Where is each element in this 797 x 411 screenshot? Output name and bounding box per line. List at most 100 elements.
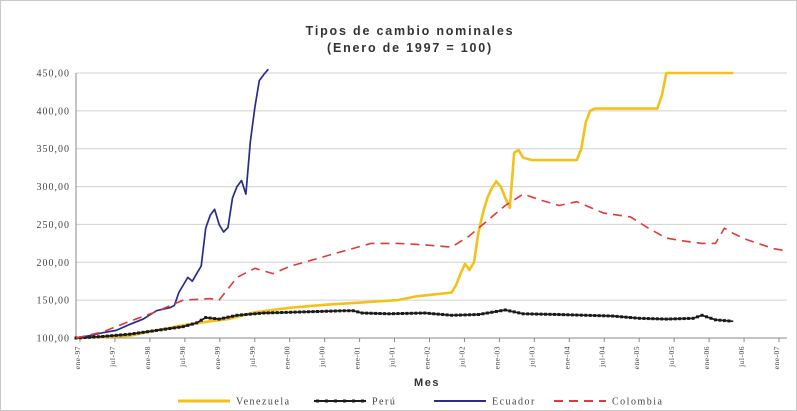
series-point-peru [105, 334, 109, 338]
series-point-peru [217, 317, 221, 321]
series-point-peru [575, 313, 579, 317]
x-tick-label: jul-03 [527, 346, 536, 368]
series-point-peru [620, 315, 624, 319]
series-point-peru [423, 311, 427, 315]
series-point-peru [427, 311, 431, 315]
series-point-peru [172, 326, 176, 330]
x-tick-label: jul-99 [248, 346, 257, 368]
series-point-peru [535, 312, 539, 316]
series-point-peru [307, 310, 311, 314]
series-point-peru [324, 309, 328, 313]
x-tick-label: jul-00 [318, 346, 327, 368]
series-point-peru [521, 312, 525, 316]
x-tick-label: jul-06 [737, 346, 746, 368]
series-point-peru [257, 311, 261, 315]
series-point-peru [333, 309, 337, 313]
series-point-peru [436, 312, 440, 316]
series-point-peru [418, 311, 422, 315]
legend-label: Perú [372, 397, 396, 408]
series-point-peru [459, 313, 463, 317]
series-point-peru [705, 315, 709, 319]
series-point-peru [387, 312, 391, 316]
y-tick-label: 250,00 [37, 220, 71, 231]
series-point-peru [302, 310, 306, 314]
series-point-peru [405, 311, 409, 315]
series-point-peru [508, 309, 512, 313]
series-point-peru [526, 312, 530, 316]
legend-label: Ecuador [492, 397, 536, 408]
series-point-peru [570, 313, 574, 317]
series-point-peru [369, 311, 373, 315]
series-point-peru [365, 311, 369, 315]
series-point-peru [494, 310, 498, 313]
series-point-peru [338, 309, 342, 313]
x-tick-label: ene-99 [213, 346, 222, 369]
series-point-peru [253, 312, 257, 316]
series-point-peru [146, 330, 150, 334]
series-point-peru [512, 310, 516, 314]
x-tick-label: ene-02 [423, 346, 432, 369]
series-point-peru [530, 312, 534, 316]
y-tick-label: 200,00 [37, 258, 71, 269]
chart-title: Tipos de cambio nominales [306, 24, 515, 38]
series-point-peru [315, 310, 319, 313]
series-point-peru [226, 315, 230, 319]
legend: Venezuela Perú Ecuador Colombia [178, 397, 663, 408]
series-point-peru [92, 335, 96, 339]
x-tick-label: jul-02 [457, 346, 466, 368]
x-tick-label: ene-07 [772, 346, 781, 369]
legend-marker [361, 399, 364, 403]
series-point-peru [687, 316, 691, 320]
series-point-peru [611, 314, 615, 318]
series-point-peru [606, 314, 610, 318]
series-point-peru [244, 313, 248, 317]
series-point-peru [87, 335, 91, 339]
series-line-ecuador [75, 68, 269, 339]
series-point-peru [342, 309, 346, 313]
series-point-peru [409, 311, 413, 315]
series-point-peru [400, 311, 404, 315]
series-point-peru [378, 312, 382, 316]
series-point-peru [552, 312, 556, 316]
series-point-peru [642, 316, 646, 320]
series-point-peru [101, 334, 105, 338]
series-point-peru [584, 313, 588, 317]
series-point-peru [284, 310, 288, 314]
series-point-peru [150, 329, 154, 333]
series-point-peru [177, 325, 181, 329]
series-point-peru [539, 312, 543, 316]
series-point-peru [499, 309, 503, 313]
y-tick-label: 350,00 [37, 144, 71, 155]
series-point-peru [320, 309, 324, 313]
y-axis-ticks: 100,00 150,00 200,00 250,00 300,00 350,00 400,… [37, 69, 71, 345]
series-point-peru [199, 318, 203, 322]
y-tick-label: 450,00 [37, 69, 71, 80]
series-point-peru [96, 335, 100, 339]
series-point-peru [266, 311, 270, 315]
series-point-peru [669, 317, 673, 321]
series-point-peru [718, 318, 722, 322]
series-point-peru [441, 313, 445, 317]
series-point-peru [615, 314, 619, 318]
series-point-peru [454, 313, 458, 317]
series-point-peru [83, 335, 87, 339]
series-point-peru [110, 334, 114, 338]
series-point-peru [391, 312, 395, 316]
series-point-peru [137, 331, 141, 335]
y-tick-label: 100,00 [37, 334, 71, 345]
series-point-peru [248, 312, 252, 316]
series-point-peru [468, 313, 472, 317]
legend-label: Colombia [612, 397, 663, 408]
legend-marker [352, 399, 355, 403]
series-point-peru [696, 315, 700, 319]
series-lines [74, 68, 788, 340]
series-point-peru [593, 314, 597, 318]
series-point-peru [289, 310, 293, 314]
legend-label: Venezuela [236, 397, 291, 408]
x-tick-label: ene-00 [283, 346, 292, 369]
x-tick-label: jul-04 [597, 346, 606, 368]
x-axis-label: Mes [414, 377, 440, 389]
series-point-peru [691, 316, 695, 320]
series-point-peru [682, 317, 686, 321]
series-point-peru [445, 313, 449, 317]
